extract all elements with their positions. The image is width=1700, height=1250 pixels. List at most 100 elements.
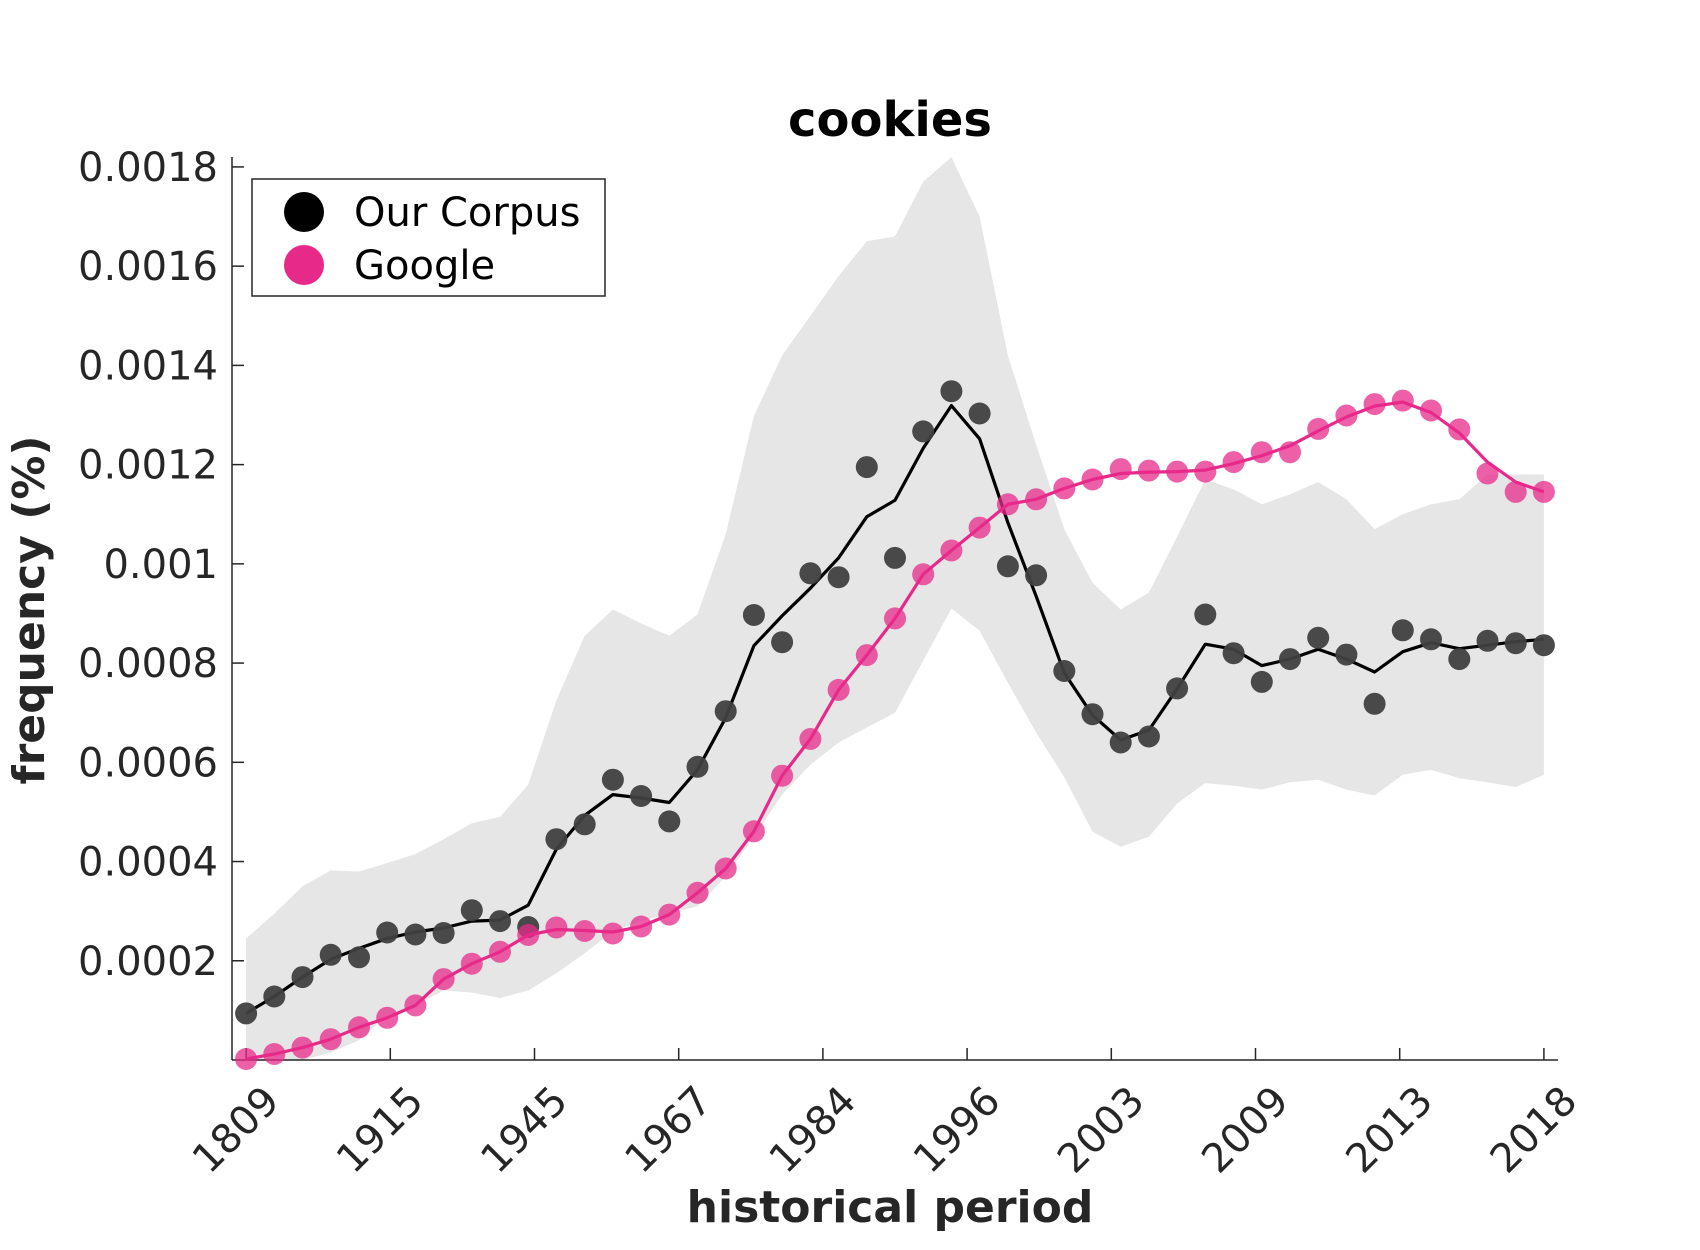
data-point-google — [1363, 393, 1386, 416]
y-tick-label: 0.001 — [103, 542, 218, 588]
data-point-google — [742, 820, 765, 843]
data-point-google — [1081, 468, 1104, 491]
data-point-our-corpus — [1053, 660, 1076, 682]
data-point-our-corpus — [1391, 619, 1414, 642]
data-point-our-corpus — [714, 700, 737, 723]
data-point-google — [348, 1016, 370, 1039]
data-point-google — [884, 607, 906, 630]
data-point-google — [1504, 480, 1527, 503]
data-point-our-corpus — [742, 604, 765, 626]
data-point-google — [996, 493, 1019, 516]
data-point-our-corpus — [658, 810, 681, 833]
data-point-our-corpus — [1250, 670, 1273, 693]
legend-marker-our-corpus — [284, 192, 324, 232]
data-point-google — [1476, 462, 1499, 485]
data-point-our-corpus — [348, 946, 370, 969]
data-point-our-corpus — [1025, 564, 1048, 587]
data-point-google — [1420, 399, 1442, 422]
y-tick-label: 0.0004 — [78, 840, 218, 886]
data-point-google — [1279, 441, 1301, 464]
data-point-our-corpus — [1532, 634, 1555, 657]
data-point-google — [940, 539, 963, 562]
data-point-our-corpus — [1109, 731, 1132, 754]
x-tick-label: 2018 — [1482, 1078, 1587, 1183]
series-line-our-corpus — [245, 404, 1545, 1015]
data-point-google — [573, 920, 596, 942]
x-tick-label: 1984 — [761, 1078, 866, 1183]
chart-title: cookies — [788, 92, 992, 148]
y-tick-label: 0.0018 — [78, 145, 218, 191]
x-tick-label: 2013 — [1337, 1078, 1442, 1183]
data-point-google — [263, 1043, 286, 1065]
data-point-our-corpus — [1222, 642, 1245, 665]
data-point-our-corpus — [1335, 643, 1358, 666]
data-point-google — [1448, 418, 1471, 441]
data-point-google — [1335, 404, 1358, 427]
data-point-our-corpus — [1194, 603, 1217, 626]
data-point-our-corpus — [1504, 632, 1527, 655]
data-point-our-corpus — [573, 813, 596, 836]
data-point-our-corpus — [263, 985, 286, 1008]
data-point-google — [1222, 451, 1245, 474]
data-point-google — [376, 1006, 399, 1029]
data-point-our-corpus — [686, 755, 709, 778]
x-tick-label: 1967 — [616, 1078, 721, 1183]
data-point-google — [601, 922, 624, 945]
data-point-our-corpus — [601, 768, 624, 791]
data-point-google — [855, 644, 878, 667]
data-point-google — [1194, 460, 1217, 483]
data-point-our-corpus — [996, 555, 1019, 578]
data-point-google — [235, 1048, 258, 1070]
data-point-our-corpus — [855, 456, 878, 479]
legend-marker-google — [284, 245, 324, 285]
x-axis-title: historical period — [687, 1182, 1094, 1233]
data-point-our-corpus — [376, 921, 399, 944]
data-point-our-corpus — [404, 923, 427, 946]
x-tick-label: 2003 — [1049, 1078, 1154, 1183]
data-point-google — [1053, 477, 1076, 500]
data-point-our-corpus — [1166, 677, 1189, 700]
data-point-our-corpus — [1420, 628, 1442, 651]
data-point-google — [1137, 459, 1160, 482]
legend: Our Corpus Google — [251, 178, 606, 297]
series-google — [235, 389, 1555, 1070]
data-point-google — [1250, 441, 1273, 464]
data-point-google — [658, 903, 681, 926]
data-point-google — [1166, 460, 1189, 483]
data-point-our-corpus — [319, 943, 342, 966]
data-point-our-corpus — [630, 785, 653, 807]
data-point-our-corpus — [827, 566, 850, 589]
data-point-google — [517, 924, 540, 946]
y-tick-label: 0.0012 — [78, 443, 218, 489]
y-tick-label: 0.0016 — [78, 244, 218, 290]
data-point-our-corpus — [1081, 703, 1104, 726]
y-tick-label: 0.0002 — [78, 939, 218, 985]
data-point-google — [799, 728, 822, 750]
data-point-our-corpus — [545, 828, 568, 851]
data-point-our-corpus — [460, 899, 483, 922]
x-tick-label: 2009 — [1193, 1078, 1298, 1183]
data-point-our-corpus — [1137, 725, 1160, 748]
data-point-our-corpus — [1307, 626, 1330, 649]
data-point-our-corpus — [940, 380, 963, 403]
data-point-our-corpus — [235, 1002, 258, 1025]
data-point-google — [460, 952, 483, 975]
legend-label-our-corpus: Our Corpus — [354, 190, 580, 236]
y-tick-label: 0.0008 — [78, 641, 218, 687]
data-point-our-corpus — [489, 910, 511, 933]
x-tick-label: 1915 — [328, 1078, 433, 1183]
data-point-google — [319, 1028, 342, 1051]
series-our-corpus — [235, 380, 1555, 1025]
series-layer — [235, 380, 1555, 1070]
data-point-google — [404, 994, 427, 1017]
data-point-google — [968, 516, 991, 539]
data-point-google — [1025, 488, 1048, 511]
data-point-google — [1307, 417, 1330, 440]
data-point-our-corpus — [1476, 629, 1499, 652]
y-tick-label: 0.0014 — [78, 343, 218, 389]
data-point-our-corpus — [1279, 648, 1301, 671]
x-tick-label: 1996 — [905, 1078, 1010, 1183]
x-tick-label: 1945 — [472, 1078, 577, 1183]
data-point-our-corpus — [1448, 648, 1471, 671]
